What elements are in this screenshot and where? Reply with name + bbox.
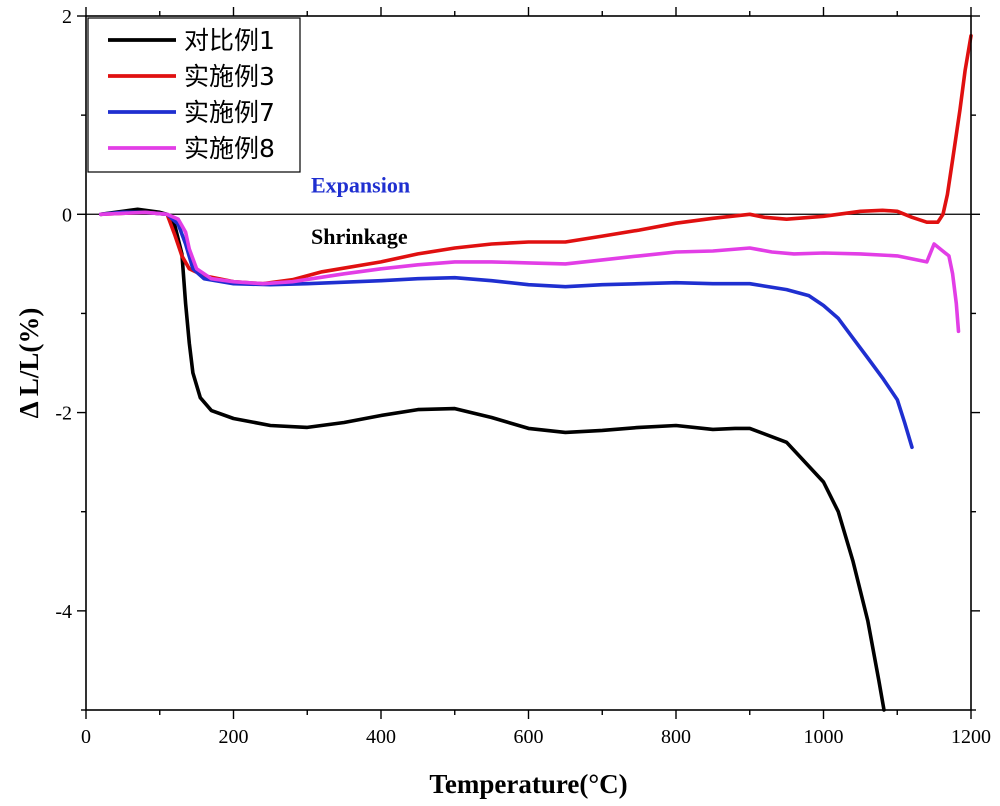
legend-label: 对比例1: [184, 26, 275, 55]
x-tick-label: 800: [661, 726, 691, 748]
x-tick-labels: 0 200 400 600 800 1000 1200: [81, 726, 991, 748]
y-tick-labels: -4 -2 0 2: [55, 6, 72, 623]
y-axis-title: Δ L/L(%): [14, 308, 44, 419]
y-tick-label: 2: [62, 6, 72, 28]
y-tick-label: -4: [55, 601, 72, 623]
x-tick-label: 1000: [804, 726, 844, 748]
line-chart: 对比例1实施例3实施例7实施例8 Expansion Shrinkage 020…: [0, 0, 1000, 806]
x-axis-title: Temperature(°C): [429, 769, 627, 799]
annotation-expansion: Expansion: [311, 173, 410, 198]
legend-label: 实施例7: [184, 98, 275, 127]
series-line-4: [101, 212, 959, 331]
x-tick-label: 200: [219, 726, 249, 748]
series-line-3: [101, 212, 912, 447]
x-tick-label: 400: [366, 726, 396, 748]
legend-label: 实施例3: [184, 62, 275, 91]
legend: 对比例1 实施例3 实施例7 实施例8: [88, 18, 300, 172]
annotation-shrinkage: Shrinkage: [311, 224, 408, 249]
x-tick-label: 1200: [951, 726, 991, 748]
y-tick-label: -2: [55, 403, 72, 425]
x-tick-label: 600: [514, 726, 544, 748]
legend-label: 实施例8: [184, 134, 275, 163]
y-tick-label: 0: [62, 204, 72, 226]
series-line-1: [101, 209, 884, 710]
x-tick-label: 0: [81, 726, 91, 748]
